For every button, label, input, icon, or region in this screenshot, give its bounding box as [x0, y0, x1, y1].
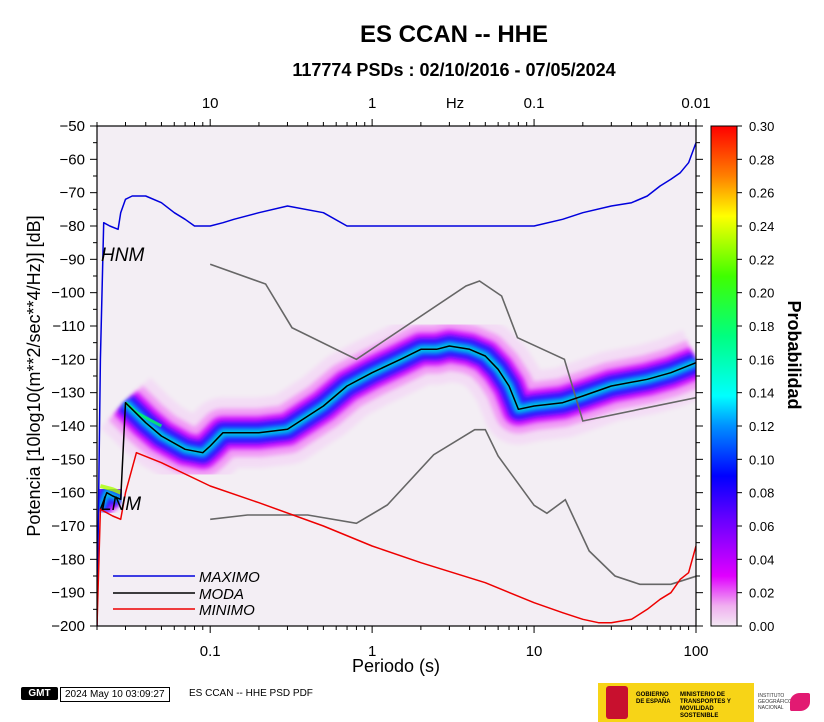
top-axis: 10 1 0.1 0.01	[96, 95, 711, 126]
gmt-logo: GMT	[21, 687, 58, 700]
ign-logo-text: INSTITUTO GEOGRÁFICO NACIONAL	[758, 693, 792, 711]
legend-label-minimo: MINIMO	[199, 602, 255, 619]
lnm-curve	[210, 428, 696, 586]
psd-pdf-chart: ES CCAN -- HHE 117774 PSDs : 02/10/2016 …	[24, 21, 804, 676]
y-tick-label: −120	[51, 351, 85, 368]
series-line-minimo	[97, 451, 696, 626]
y-tick-label: −60	[60, 151, 85, 168]
y-tick-label: −100	[51, 285, 85, 302]
legend-label-moda: MODA	[199, 586, 244, 603]
colorbar-tick-label: 0.02	[749, 586, 774, 601]
chart-subtitle: 117774 PSDs : 02/10/2016 - 07/05/2024	[292, 60, 615, 80]
y-tick-label: −200	[51, 618, 85, 635]
institution-logos: GOBIERNO DE ESPAÑA MINISTERIO DE TRANSPO…	[598, 683, 824, 722]
ign-logo: INSTITUTO GEOGRÁFICO NACIONAL	[754, 683, 824, 722]
ign-emblem-icon	[790, 693, 810, 711]
y-axis-label: Potencia [10log10(m**2/sec**4/Hz)] [dB]	[24, 215, 44, 536]
colorbar-tick-label: 0.18	[749, 319, 774, 334]
colorbar-tick-label: 0.06	[749, 519, 774, 534]
y-tick-label: −170	[51, 518, 85, 535]
lnm-label: LNM	[101, 494, 141, 515]
colorbar-tick-label: 0.30	[749, 119, 774, 134]
timestamp-stamp: 2024 May 10 03:09:27	[60, 687, 170, 702]
y-tick-label: −80	[60, 218, 85, 235]
colorbar-axis: 0.30 0.28 0.26 0.24 0.22 0.20 0.18 0.16 0.14 0.12…	[737, 119, 774, 634]
colorbar-tick-label: 0.14	[749, 386, 774, 401]
top-tick-label: 0.01	[681, 95, 710, 112]
top-tick-label: 10	[202, 95, 219, 112]
top-tick-label: 0.1	[524, 95, 545, 112]
x-tick-label: 10	[526, 643, 543, 660]
colorbar-tick-label: 0.24	[749, 219, 774, 234]
footer-caption: ES CCAN -- HHE PSD PDF	[189, 688, 313, 699]
legend-label-maximo: MAXIMO	[199, 569, 260, 586]
colorbar-tick-label: 0.28	[749, 152, 774, 167]
y-tick-label: −160	[51, 485, 85, 502]
x-axis: 0.1 1 10 100	[96, 626, 709, 660]
gobierno-logo-text: GOBIERNO DE ESPAÑA	[636, 692, 671, 705]
colorbar-tick-label: 0.22	[749, 252, 774, 267]
y-tick-label: −140	[51, 418, 85, 435]
y-tick-label: −190	[51, 585, 85, 602]
coat-of-arms-icon	[606, 686, 628, 719]
top-axis-unit: Hz	[446, 95, 464, 112]
colorbar-tick-label: 0.10	[749, 452, 774, 467]
y-tick-label: −70	[60, 185, 85, 202]
colorbar-tick-label: 0.08	[749, 486, 774, 501]
statistic-lines	[97, 142, 696, 626]
chart-title: ES CCAN -- HHE	[360, 21, 548, 48]
x-tick-label: 1	[368, 643, 376, 660]
series-line-maximo	[97, 142, 696, 626]
y-tick-label: −110	[52, 318, 85, 335]
y-axis: −50 −60 −70 −80 −90 −100 −110 −120 −130 −140 −150 −…	[51, 118, 703, 635]
ministry-logo-text: MINISTERIO DE TRANSPORTES Y MOVILIDAD SO…	[680, 692, 731, 719]
colorbar-tick-label: 0.20	[749, 286, 774, 301]
colorbar-label: Probabilidad	[784, 300, 804, 409]
density-peak-2	[99, 484, 122, 495]
x-tick-label: 0.1	[200, 643, 221, 660]
colorbar-tick-label: 0.12	[749, 419, 774, 434]
x-axis-label: Periodo (s)	[352, 656, 440, 676]
y-tick-label: −150	[51, 451, 85, 468]
legend: MAXIMO MODA MINIMO	[113, 569, 260, 619]
colorbar-tick-label: 0.16	[749, 352, 774, 367]
y-tick-label: −130	[51, 385, 85, 402]
y-tick-label: −180	[51, 551, 85, 568]
colorbar-tick-label: 0.00	[749, 619, 774, 634]
hnm-label: HNM	[101, 245, 144, 266]
series-line-moda	[99, 345, 696, 510]
colorbar-tick-label: 0.04	[749, 552, 774, 567]
x-tick-label: 100	[683, 643, 708, 660]
hnm-curve	[209, 263, 696, 422]
colorbar-tick-label: 0.26	[749, 186, 774, 201]
colorbar	[710, 125, 738, 627]
top-tick-label: 1	[368, 95, 376, 112]
noise-models	[209, 263, 696, 586]
y-tick-label: −90	[60, 251, 85, 268]
y-tick-label: −50	[60, 118, 85, 135]
